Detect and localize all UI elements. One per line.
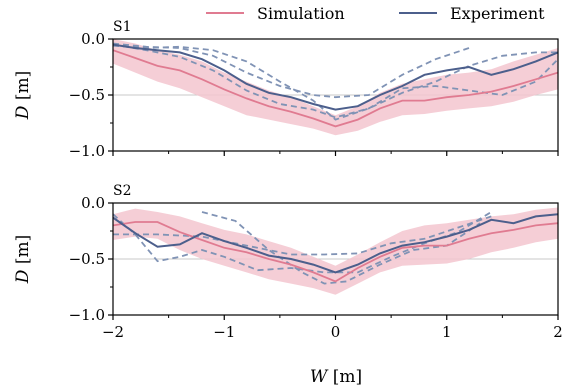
y-tick-label: 0.0 <box>81 30 105 48</box>
simulation-mean-line <box>113 221 558 283</box>
y-tick-label: −0.5 <box>69 250 105 268</box>
x-tick-label: −2 <box>102 323 124 341</box>
panel-label: S2 <box>113 183 132 199</box>
x-tick-label: 0 <box>331 323 341 341</box>
x-axis-title: W [m] <box>310 367 362 387</box>
y-tick-label: −1.0 <box>69 306 105 324</box>
y-tick-label: −0.5 <box>69 86 105 104</box>
y-tick-label: −1.0 <box>69 142 105 160</box>
experiment-run-2 <box>113 44 558 121</box>
panel-s2: 0.0 −0.5 −1.0−2 −1 0 1 2 S2 D [m] <box>13 183 563 341</box>
simulation-mean-line <box>113 49 558 128</box>
x-tick-label: −1 <box>213 323 235 341</box>
panel-s1: 0.0 −0.5 −1.0 S1 D [m] <box>13 19 559 160</box>
legend: Simulation Experiment <box>206 4 545 23</box>
experiment-mean-line <box>113 213 558 274</box>
y-axis-title: D [m] <box>13 235 33 284</box>
legend-label-experiment: Experiment <box>450 4 545 23</box>
x-tick-label: 1 <box>442 323 452 341</box>
experiment-mean-line <box>113 43 558 111</box>
legend-label-simulation: Simulation <box>257 4 345 23</box>
y-tick-label: 0.0 <box>81 194 105 212</box>
experiment-run-3 <box>201 211 481 285</box>
y-axis-title: D [m] <box>13 71 33 120</box>
simulation-band <box>113 207 558 295</box>
simulation-band <box>113 39 558 136</box>
panel-label: S1 <box>113 19 132 35</box>
experiment-run-2 <box>113 215 492 256</box>
x-tick-label: 2 <box>553 323 563 341</box>
